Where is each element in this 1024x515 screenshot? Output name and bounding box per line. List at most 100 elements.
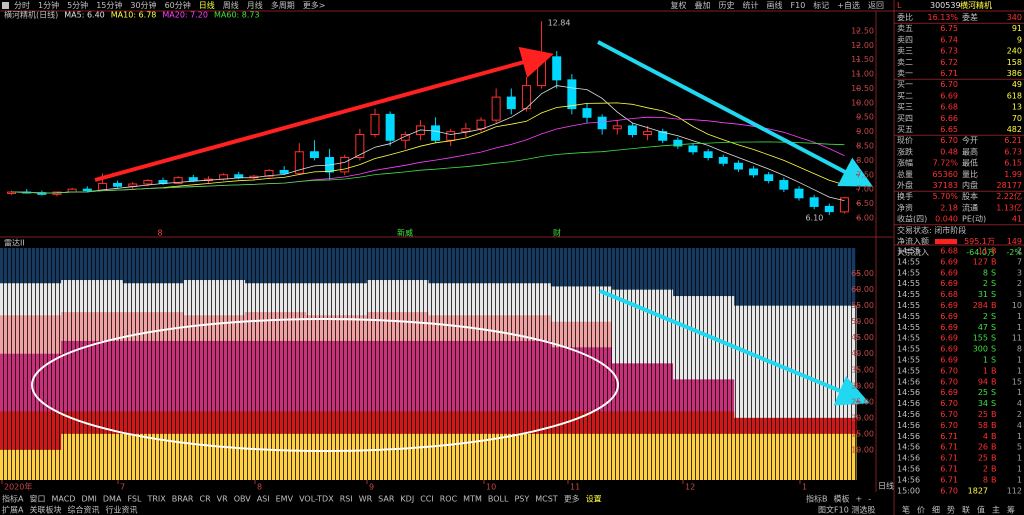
indicator-tab[interactable]: WR (359, 495, 373, 504)
panel-tab[interactable]: 值 (977, 505, 985, 515)
toolbar-button[interactable]: 多周期 (271, 0, 295, 10)
candle-body (128, 183, 138, 187)
tick-volume: 1 (983, 366, 988, 375)
indicator-tab[interactable]: ASI (257, 495, 270, 504)
indicator-tab[interactable]: SAR (378, 495, 395, 504)
toolbar-button[interactable]: 标记 (813, 0, 829, 10)
tick-count: 1 (1017, 366, 1022, 375)
indicator-tab[interactable]: MTM (463, 495, 482, 504)
indicator-tab[interactable]: BRAR (172, 495, 194, 504)
panel-tab[interactable]: 价 (917, 506, 925, 515)
tick-price: 6.69 (940, 323, 958, 332)
candle-body (355, 134, 365, 159)
indicator-tab[interactable]: 设置 (586, 494, 602, 504)
indicator-tab[interactable]: VOL-TDX (299, 495, 334, 504)
indicator-tab[interactable]: 更多 (564, 494, 580, 504)
indicator-tab[interactable]: ROC (440, 495, 458, 504)
toolbar-button[interactable]: 60分钟 (165, 0, 191, 10)
book-label: 买三 (897, 103, 913, 112)
menu-icon (2, 2, 9, 9)
template-tab[interactable]: 指标B (806, 494, 828, 504)
info-tab[interactable]: 扩展A (2, 505, 24, 515)
toolbar-button[interactable]: 更多> (303, 0, 326, 10)
candle-body (476, 119, 486, 130)
quote-label: 涨跌 (897, 146, 913, 156)
toolbar-button[interactable]: 分时 (14, 0, 30, 10)
indicator-tab[interactable]: 指标A (2, 494, 24, 504)
template-tab[interactable]: + (856, 495, 863, 504)
tick-price: 6.70 (940, 421, 958, 430)
info-tab[interactable]: 关联板块 (29, 505, 61, 515)
toolbar-button[interactable]: 返回 (868, 1, 884, 10)
indicator-tab[interactable]: VR (217, 495, 228, 504)
toolbar-button[interactable]: 历史 (719, 0, 735, 10)
quote-label: 内盘 (962, 180, 978, 190)
month-label: 12 (685, 483, 695, 492)
toolbar-button[interactable]: 统计 (743, 0, 759, 10)
indicator-tab[interactable]: EMV (276, 495, 294, 504)
tick-count: 3 (1017, 290, 1022, 299)
template-tab[interactable]: - (868, 495, 871, 504)
quote-value: 37183 (933, 181, 958, 190)
toolbar-button[interactable]: 5分钟 (67, 0, 88, 10)
legend-entry: 横河精机(日线) (4, 10, 58, 20)
toolbar-button[interactable]: F10 (791, 1, 806, 10)
indicator-tab[interactable]: OBV (234, 495, 252, 504)
book-label: 卖二 (897, 58, 913, 67)
panel-tab[interactable]: 势 (947, 505, 955, 515)
tick-price: 6.71 (940, 443, 958, 452)
panel-tab[interactable]: 主 (992, 505, 1000, 515)
toolbar-button[interactable]: 1分钟 (38, 0, 59, 10)
panel-tab[interactable]: 笔 (902, 505, 910, 515)
info-tab[interactable]: 综合资讯 (67, 505, 99, 515)
toolbar-button[interactable]: 周线 (223, 0, 239, 10)
trend-arrow-down (597, 40, 874, 187)
toolbar-button[interactable]: 日线 (199, 0, 215, 10)
indicator-tab[interactable]: MACD (51, 495, 75, 504)
indicator-tab[interactable]: TRIX (146, 495, 166, 504)
indicator-tab[interactable]: FSL (127, 495, 142, 504)
toolbar-button[interactable]: 画线 (767, 0, 783, 10)
indicator-tab[interactable]: KDJ (400, 495, 414, 504)
candle-body (718, 157, 728, 164)
candle-body (688, 145, 698, 153)
footer-text[interactable]: 图文F10 测选股 (818, 505, 875, 515)
quote-value: 16.13% (927, 13, 958, 22)
indicator-tab[interactable]: DMI (81, 495, 96, 504)
indicator-tab[interactable]: DMA (103, 495, 122, 504)
indicator-tab[interactable]: CCI (420, 495, 434, 504)
toolbar-button[interactable]: 月线 (247, 0, 263, 10)
toolbar-button[interactable]: +自选 (837, 0, 860, 10)
tick-side: B (991, 257, 997, 266)
toolbar-button[interactable]: 叠加 (695, 0, 711, 10)
indicator-tab[interactable]: 窗口 (29, 494, 45, 504)
book-label: 买五 (897, 125, 913, 134)
flow-ratio: -2% (1006, 248, 1022, 257)
tick-time: 15:00 (897, 486, 920, 495)
tick-time: 14:55 (897, 334, 920, 343)
panel-tab[interactable]: 联 (962, 506, 970, 515)
panel-tab[interactable]: 细 (932, 505, 940, 515)
tick-volume: 1827 (968, 486, 988, 495)
template-tab[interactable]: 模板 (834, 494, 850, 504)
toolbar-button[interactable]: 30分钟 (130, 0, 156, 10)
flow-label: 大宗流入 (897, 247, 929, 257)
indicator-tab[interactable]: RSI (340, 495, 353, 504)
indicator-tab[interactable]: CR (200, 495, 212, 504)
tick-price: 6.71 (940, 454, 958, 463)
panel-tab[interactable]: 筹 (1007, 505, 1015, 515)
info-tab[interactable]: 行业资讯 (105, 505, 137, 515)
toolbar-button[interactable]: 15分钟 (96, 0, 122, 10)
toolbar-button[interactable]: 复权 (671, 0, 687, 10)
tick-time: 14:55 (897, 323, 920, 332)
y-tick-label: 12.50 (851, 26, 874, 35)
candle-body (839, 197, 849, 213)
indicator-tab[interactable]: PSY (514, 495, 529, 504)
tick-time: 14:55 (897, 366, 920, 375)
indicator-tab[interactable]: MCST (535, 495, 558, 504)
indicator-tab[interactable]: BOLL (488, 495, 509, 504)
book-volume: 49 (1012, 80, 1022, 89)
quote-label: PE(动) (962, 214, 986, 224)
candle-body (809, 197, 819, 207)
candle-body (340, 157, 350, 173)
